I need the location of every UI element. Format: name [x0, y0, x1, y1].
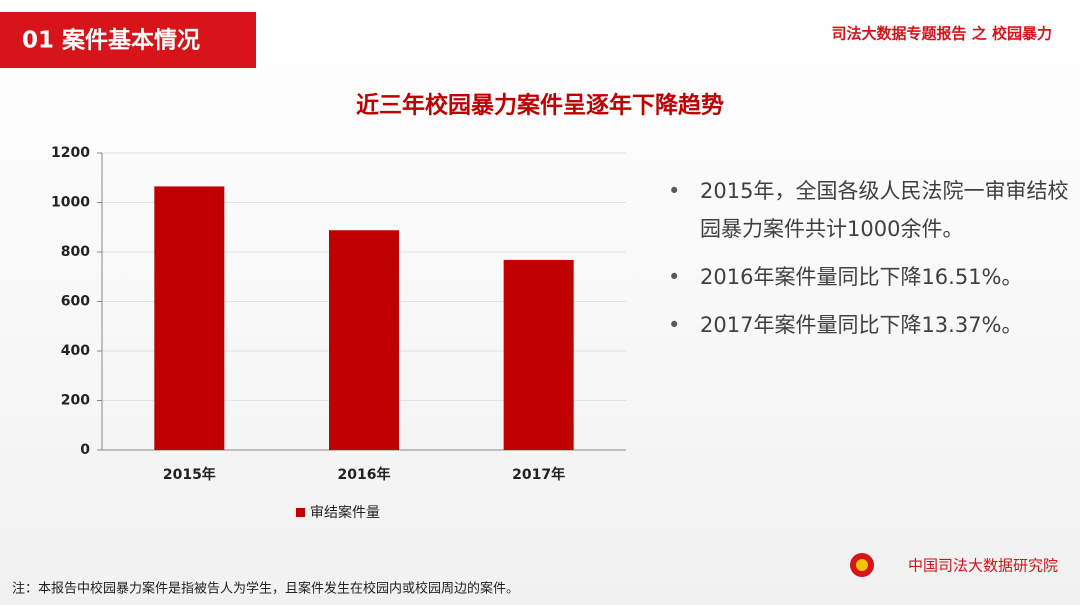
y-tick-label: 200: [61, 393, 90, 409]
bullet: 2016年案件量同比下降16.51%。: [668, 258, 1070, 296]
y-tick-label: 600: [61, 294, 90, 310]
bar: [503, 259, 574, 450]
legend-label: 审结案件量: [310, 504, 380, 521]
y-tick-label: 1200: [51, 145, 90, 161]
org-logo-inner: [856, 559, 868, 571]
org-name: 中国司法大数据研究院: [908, 557, 1058, 575]
legend-swatch: [296, 508, 305, 517]
chart-title: 近三年校园暴力案件呈逐年下降趋势: [356, 92, 724, 119]
y-tick-label: 800: [61, 244, 90, 260]
section-title: 01 案件基本情况: [22, 27, 200, 54]
y-tick-label: 1000: [51, 195, 90, 211]
bullet: 2017年案件量同比下降13.37%。: [668, 306, 1070, 344]
x-tick-label: 2017年: [512, 466, 565, 483]
x-tick-label: 2015年: [163, 466, 216, 483]
y-tick-label: 0: [80, 442, 90, 458]
y-tick-label: 400: [61, 343, 90, 359]
bullet: 2015年，全国各级人民法院一审审结校园暴力案件共计1000余件。: [668, 172, 1070, 248]
bullet-list: 2015年，全国各级人民法院一审审结校园暴力案件共计1000余件。 2016年案件…: [668, 172, 1070, 354]
x-tick-label: 2016年: [338, 466, 391, 483]
report-title: 司法大数据专题报告 之 校园暴力: [832, 25, 1052, 43]
bar: [154, 186, 225, 450]
section-banner: [0, 12, 256, 68]
bar: [329, 230, 399, 450]
footnote: 注：本报告中校园暴力案件是指被告人为学生，且案件发生在校园内或校园周边的案件。: [12, 581, 519, 597]
